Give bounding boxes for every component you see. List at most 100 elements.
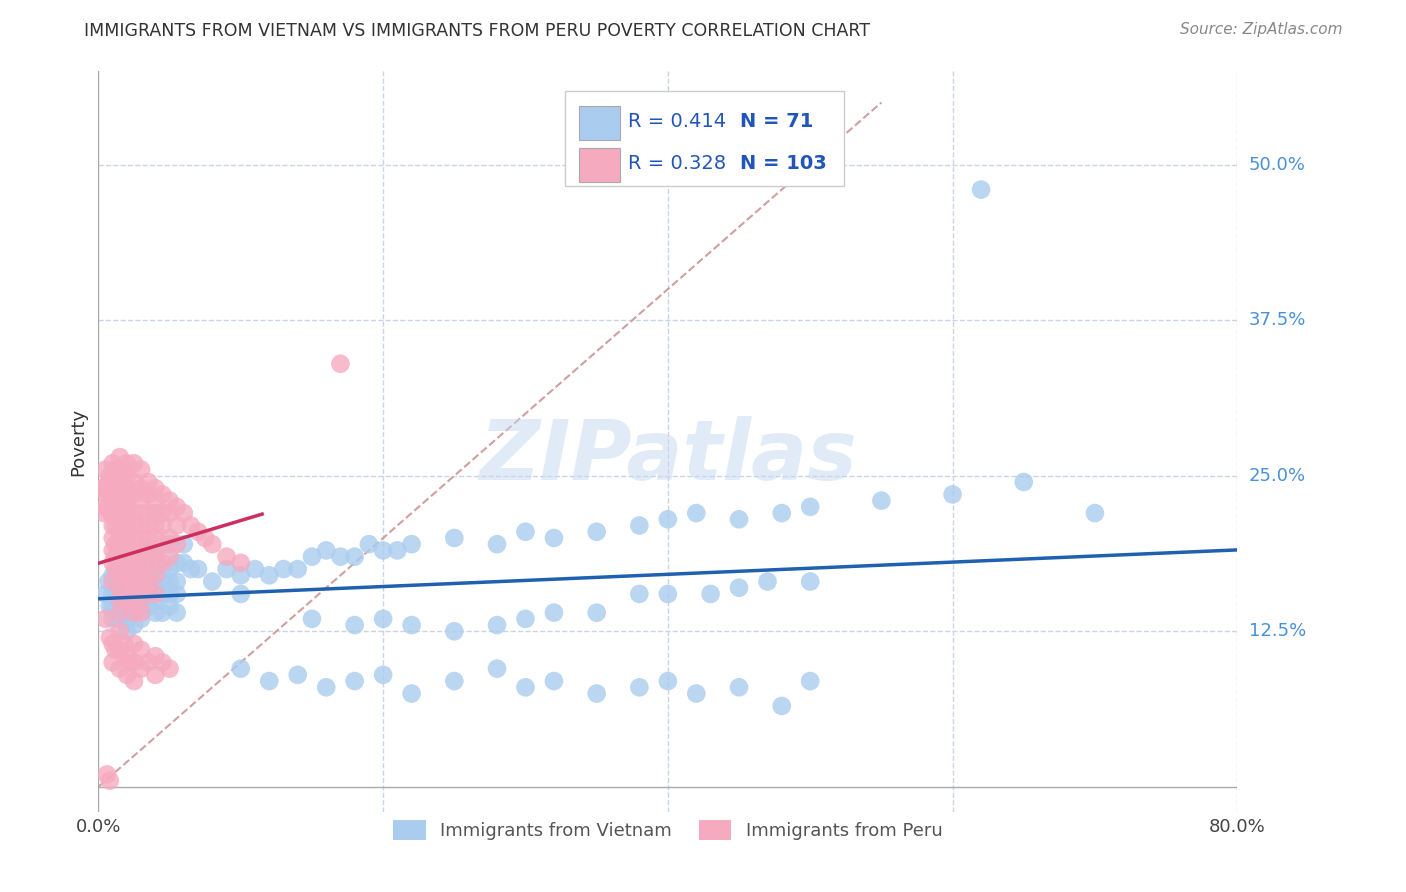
Point — [122, 506, 145, 520]
Point — [443, 674, 465, 689]
Point — [108, 518, 131, 533]
Point — [1084, 506, 1107, 520]
Point — [108, 599, 131, 614]
Point — [315, 543, 337, 558]
Point — [122, 568, 145, 582]
Point — [152, 562, 174, 576]
Point — [101, 599, 124, 614]
Point — [942, 487, 965, 501]
Point — [104, 562, 127, 576]
Point — [104, 462, 127, 476]
Point — [145, 581, 167, 595]
Point — [301, 549, 323, 564]
Point — [108, 556, 131, 570]
Point — [122, 674, 145, 689]
Point — [259, 674, 281, 689]
Point — [243, 562, 266, 576]
Point — [122, 618, 145, 632]
Point — [166, 518, 188, 533]
Point — [122, 656, 145, 670]
Point — [101, 506, 124, 520]
Point — [685, 686, 707, 700]
Text: R = 0.414: R = 0.414 — [628, 112, 725, 131]
Point — [145, 549, 167, 564]
Point — [129, 574, 152, 589]
Point — [112, 593, 135, 607]
Point — [585, 686, 607, 700]
Point — [329, 549, 352, 564]
Point — [122, 581, 145, 595]
Point — [101, 543, 124, 558]
Point — [145, 506, 167, 520]
Point — [166, 537, 188, 551]
Point — [104, 481, 127, 495]
Point — [770, 698, 793, 713]
Point — [799, 674, 821, 689]
Point — [100, 481, 122, 495]
Point — [152, 574, 174, 589]
Point — [329, 357, 352, 371]
Point — [115, 568, 138, 582]
Point — [129, 481, 152, 495]
Point — [118, 593, 141, 607]
Point — [108, 562, 131, 576]
Point — [94, 481, 117, 495]
Point — [187, 562, 209, 576]
Point — [145, 556, 167, 570]
Point — [145, 606, 167, 620]
Point — [486, 537, 509, 551]
Point — [108, 468, 131, 483]
Point — [115, 568, 138, 582]
Point — [357, 537, 380, 551]
Point — [108, 624, 131, 639]
Point — [699, 587, 721, 601]
Point — [112, 500, 135, 514]
Point — [136, 581, 159, 595]
FancyBboxPatch shape — [565, 91, 845, 186]
Point — [108, 662, 131, 676]
Point — [152, 556, 174, 570]
Point — [104, 537, 127, 551]
Point — [229, 587, 252, 601]
Point — [628, 587, 651, 601]
Point — [122, 556, 145, 570]
Point — [108, 450, 131, 464]
Point — [187, 524, 209, 539]
Point — [118, 581, 141, 595]
Point — [129, 549, 152, 564]
Point — [129, 587, 152, 601]
Point — [122, 606, 145, 620]
Point — [194, 531, 217, 545]
Point — [129, 606, 152, 620]
Point — [180, 562, 202, 576]
Point — [122, 606, 145, 620]
Point — [315, 681, 337, 695]
Point — [145, 568, 167, 582]
Point — [145, 568, 167, 582]
Point — [118, 656, 141, 670]
Point — [136, 562, 159, 576]
Point — [112, 606, 135, 620]
Point — [104, 593, 127, 607]
Point — [105, 599, 128, 614]
Point — [215, 562, 238, 576]
Point — [129, 593, 152, 607]
Y-axis label: Poverty: Poverty — [69, 408, 87, 475]
Point — [112, 518, 135, 533]
Point — [129, 506, 152, 520]
Point — [93, 506, 115, 520]
Point — [115, 581, 138, 595]
Text: N = 71: N = 71 — [740, 112, 813, 131]
Point — [136, 568, 159, 582]
Point — [115, 493, 138, 508]
Point — [97, 475, 120, 489]
Point — [108, 568, 131, 582]
Point — [201, 537, 224, 551]
Point — [129, 599, 152, 614]
Point — [166, 606, 188, 620]
Point — [94, 587, 117, 601]
Point — [129, 462, 152, 476]
Point — [136, 487, 159, 501]
Point — [159, 493, 181, 508]
Point — [145, 587, 167, 601]
